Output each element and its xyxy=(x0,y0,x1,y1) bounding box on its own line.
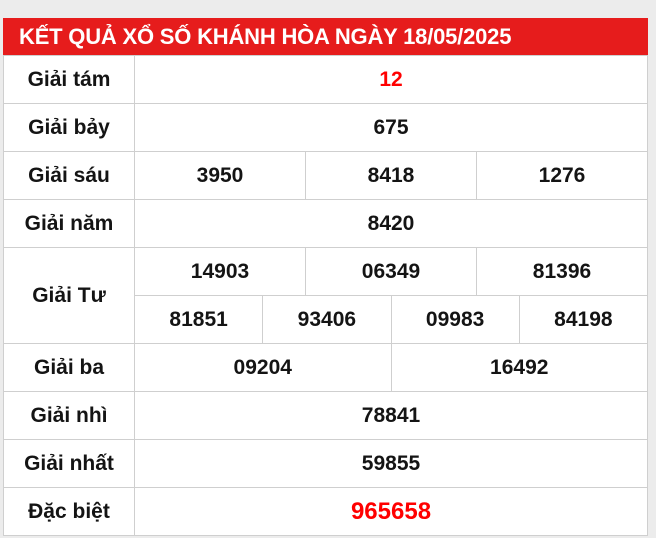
table-row: Giải nhất 59855 xyxy=(3,439,648,488)
prize-label-7: Giải nhì xyxy=(3,391,135,440)
table-row: Giải Tư 14903 06349 81396 xyxy=(3,247,648,344)
prize-number: 84198 xyxy=(518,295,649,344)
prize-number: 09204 xyxy=(134,343,392,392)
prize-number: 78841 xyxy=(134,391,648,440)
table-row: Giải tám 12 xyxy=(3,55,648,104)
prize-number: 81396 xyxy=(476,247,648,296)
prize-label-1: Giải tám xyxy=(3,55,135,104)
prize-number: 06349 xyxy=(305,247,477,296)
result-title-banner: KẾT QUẢ XỔ SỐ KHÁNH HÒA NGÀY 18/05/2025 xyxy=(3,18,648,55)
table-row: Giải năm 8420 xyxy=(3,199,648,248)
prize-label-5: Giải Tư xyxy=(3,247,135,344)
table-row: 81851 93406 09983 84198 xyxy=(4,295,649,344)
lottery-result-table: Giải tám 12 Giải bảy 675 Giải sáu 3950 8418 127… xyxy=(3,55,649,536)
prize-number: 965658 xyxy=(134,487,648,536)
prize-number: 59855 xyxy=(134,439,648,488)
prize-number: 1276 xyxy=(476,151,648,200)
prize-number: 8418 xyxy=(305,151,477,200)
prize-number: 675 xyxy=(134,103,648,152)
prize-label-6: Giải ba xyxy=(3,343,135,392)
table-row: Đặc biệt 965658 xyxy=(3,487,648,536)
prize-number: 09983 xyxy=(390,295,520,344)
prize-label-9: Đặc biệt xyxy=(3,487,135,536)
prize-number: 12 xyxy=(134,55,648,104)
prize-number: 3950 xyxy=(134,151,306,200)
table-row: Giải bảy 675 xyxy=(3,103,648,152)
prize-label-3: Giải sáu xyxy=(3,151,135,200)
prize-label-2: Giải bảy xyxy=(3,103,135,152)
table-row: Giải nhì 78841 xyxy=(3,391,648,440)
prize-number: 81851 xyxy=(133,295,264,344)
prize-label-4: Giải năm xyxy=(3,199,135,248)
prize-number: 8420 xyxy=(134,199,648,248)
prize-number: 93406 xyxy=(262,295,392,344)
prize-number: 14903 xyxy=(134,247,306,296)
lottery-result-card: KẾT QUẢ XỔ SỐ KHÁNH HÒA NGÀY 18/05/2025 … xyxy=(3,18,649,536)
table-row: Giải ba 09204 16492 xyxy=(3,343,648,392)
prize-number: 16492 xyxy=(390,343,648,392)
table-row: Giải sáu 3950 8418 1276 xyxy=(3,151,648,200)
prize-label-8: Giải nhất xyxy=(3,439,135,488)
